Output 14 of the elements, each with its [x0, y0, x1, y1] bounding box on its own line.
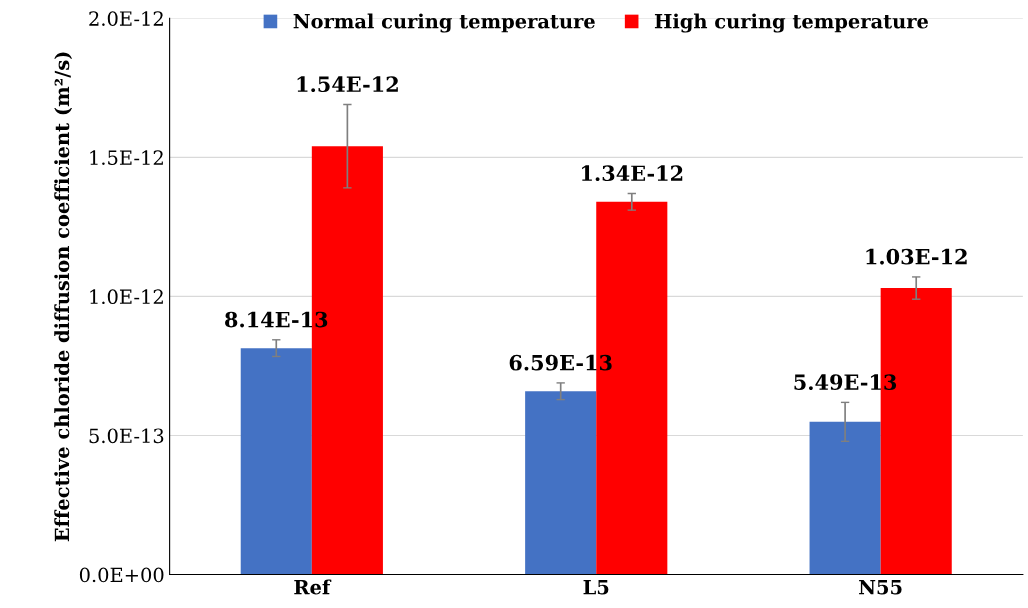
x-tick-label: Ref	[294, 579, 332, 595]
data-label: 1.34E-12	[582, 165, 683, 182]
legend-label: Normal curing temperature	[293, 13, 595, 33]
y-tick-label: 1.0E-12	[90, 289, 163, 305]
y-tick-label: 0.0E+00	[79, 567, 164, 583]
data-label: 1.54E-12	[297, 76, 398, 93]
y-tick-label: 5.0E-13	[89, 428, 164, 444]
x-tick-label: L5	[583, 580, 609, 595]
y-axis-title: Effective chloride diffusion coefficient (m²/s)	[54, 52, 73, 542]
y-tick-label: 1.5E-12	[90, 150, 163, 165]
y-tick-label: 2.0E-12	[89, 11, 163, 26]
x-tick-label: N55	[859, 580, 902, 595]
legend-label: High curing temperature	[654, 13, 928, 33]
data-label: 1.03E-12	[866, 248, 967, 265]
